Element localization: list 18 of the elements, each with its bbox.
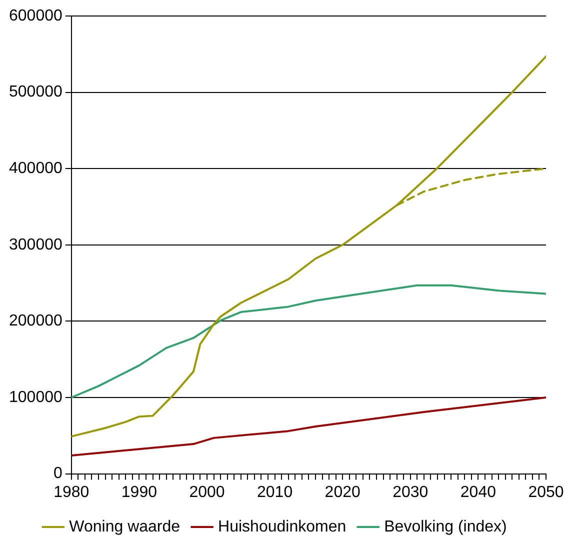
y-tick-label: 300000 (9, 236, 62, 254)
x-tick-label: 2030 (392, 484, 428, 501)
legend-label: Bevolking (index) (384, 518, 507, 536)
y-tick-label: 600000 (9, 7, 62, 24)
x-tick-label: 1990 (121, 484, 158, 501)
y-tick-label: 200000 (9, 312, 62, 330)
x-tick-label: 2020 (324, 484, 360, 501)
x-tick-label: 2040 (460, 484, 496, 501)
x-tick-label: 1980 (54, 484, 90, 501)
x-tick-label: 2010 (257, 484, 293, 501)
x-tick-label: 2050 (528, 484, 564, 501)
legend-label: Woning waarde (69, 518, 180, 536)
legend-label: Huishoudinkomen (218, 518, 346, 536)
x-tick-label: 2000 (189, 484, 225, 501)
y-tick-label: 500000 (9, 84, 62, 101)
y-tick-label: 400000 (9, 160, 62, 178)
y-tick-label: 100000 (9, 388, 62, 406)
y-tick-label: 0 (53, 465, 62, 482)
